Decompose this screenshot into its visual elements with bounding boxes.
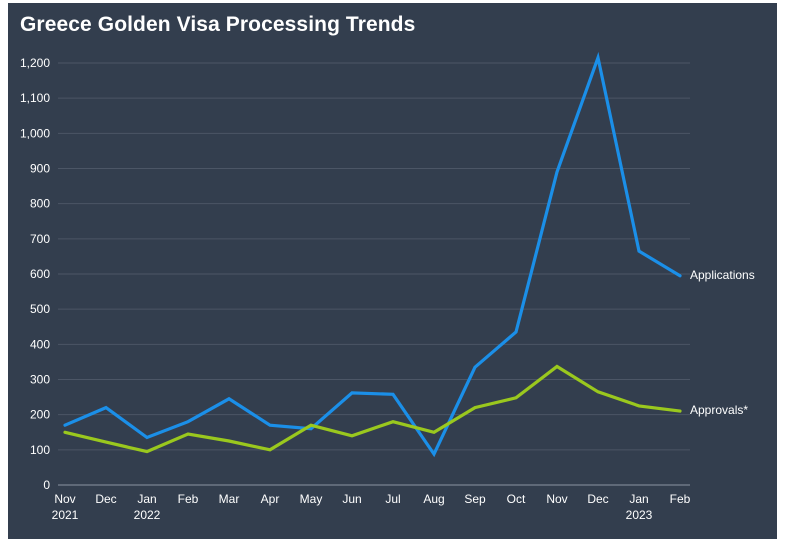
x-tick-label-15: Feb [670, 492, 691, 506]
y-tick-label-0: 0 [43, 478, 50, 492]
y-tick-label-300: 300 [30, 373, 50, 387]
series-line-applications [63, 51, 682, 458]
x-tick-label-6: May [300, 492, 323, 506]
x-tick-label-2: Jan [137, 492, 156, 506]
x-tick-label-9: Aug [423, 492, 444, 506]
x-tick-label-3: Feb [178, 492, 199, 506]
x-tick-label-8: Jul [385, 492, 400, 506]
series-line-approvals [63, 364, 682, 454]
y-tick-label-700: 700 [30, 232, 50, 246]
x-tick-label-12: Nov [546, 492, 567, 506]
y-tick-label-900: 900 [30, 162, 50, 176]
chart-title: Greece Golden Visa Processing Trends [20, 13, 416, 36]
y-axis-tick-labels: 0 100 200 300 400 500 600 700 800 900 1,000 1,100 1,… [20, 56, 50, 492]
x-tick-label-11: Oct [507, 492, 526, 506]
x-tick-label-13: Dec [587, 492, 608, 506]
x-axis-tick-labels: Nov 2021 Dec Jan 2022 Feb Mar Apr May Jun Jul Aug Se… [52, 492, 691, 522]
y-tick-label-1200: 1,200 [20, 56, 50, 70]
gridlines [58, 62, 690, 486]
y-tick-label-600: 600 [30, 267, 50, 281]
x-year-label-14: 2023 [626, 508, 653, 522]
series-label-0: Applications [690, 268, 755, 282]
y-tick-label-500: 500 [30, 302, 50, 316]
x-tick-label-1: Dec [95, 492, 116, 506]
series-label-1: Approvals* [690, 403, 748, 417]
series-labels: Applications Approvals* [690, 268, 755, 417]
series-lines [63, 51, 682, 458]
x-year-label-2: 2022 [134, 508, 161, 522]
x-tick-label-0: Nov [54, 492, 75, 506]
y-tick-label-100: 100 [30, 443, 50, 457]
x-tick-label-5: Apr [261, 492, 280, 506]
y-tick-label-800: 800 [30, 197, 50, 211]
x-tick-label-4: Mar [219, 492, 240, 506]
y-tick-label-1000: 1,000 [20, 126, 50, 140]
y-tick-label-400: 400 [30, 337, 50, 351]
x-tick-label-10: Sep [464, 492, 486, 506]
y-tick-label-1100: 1,100 [20, 91, 50, 105]
x-year-label-0: 2021 [52, 508, 79, 522]
y-tick-label-200: 200 [30, 408, 50, 422]
x-tick-label-14: Jan [629, 492, 648, 506]
x-tick-label-7: Jun [342, 492, 361, 506]
